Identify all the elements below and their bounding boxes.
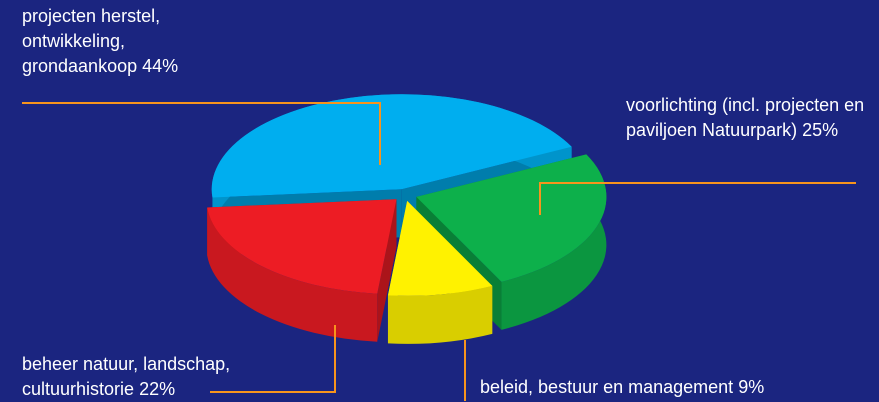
leader-line: [22, 102, 381, 165]
slice: [207, 199, 397, 294]
slice-side: [501, 154, 607, 330]
slice-label: voorlichting (incl. projecten en paviljo…: [626, 93, 866, 143]
slice-label: projecten herstel, ontwikkeling, grondaa…: [22, 4, 212, 79]
slice-label: beleid, bestuur en management 9%: [480, 375, 870, 400]
slice: [211, 94, 572, 198]
slice: [387, 200, 493, 296]
category: voorlichting (incl. projecten en paviljo…: [626, 95, 865, 140]
value-label: 9%: [738, 377, 765, 397]
slice-side: [387, 285, 493, 344]
category: projecten herstel, ontwikkeling, grondaa…: [22, 6, 161, 76]
category: beleid, bestuur en management: [480, 377, 734, 397]
value-label: 44%: [142, 56, 179, 76]
slice: [416, 154, 607, 282]
slice-label: beheer natuur, landschap, cultuurhistori…: [22, 352, 312, 402]
category: beheer natuur, landschap, cultuurhistori…: [22, 354, 231, 399]
pie: [207, 94, 607, 344]
leader-line: [539, 182, 856, 215]
leader-line: [210, 325, 336, 393]
value-label: 22%: [139, 379, 176, 399]
slice-side: [207, 207, 378, 342]
value-label: 25%: [802, 120, 839, 140]
